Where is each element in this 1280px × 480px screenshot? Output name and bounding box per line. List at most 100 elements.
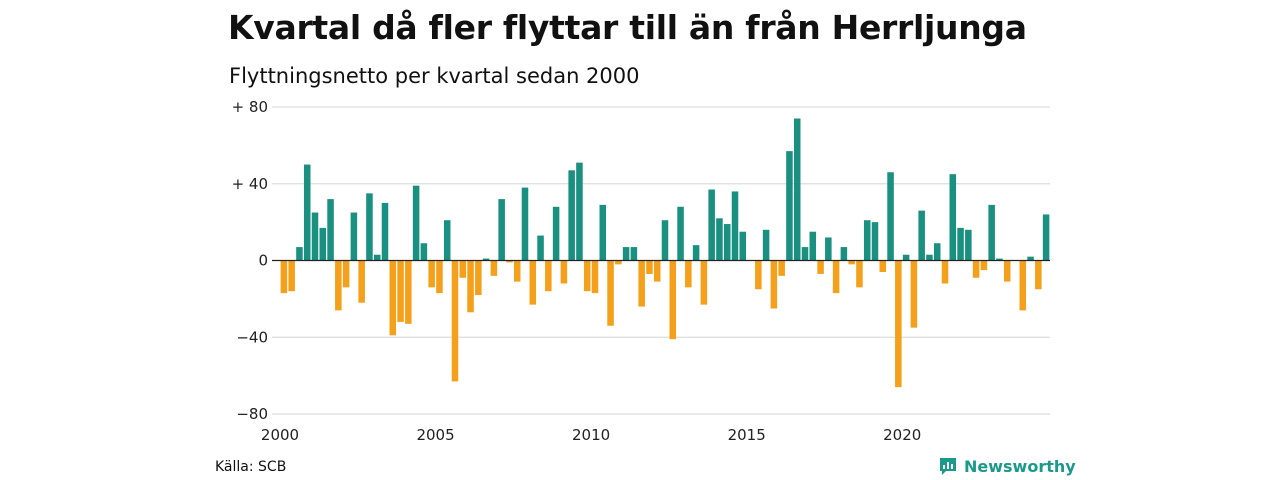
bar [778,260,785,276]
newsworthy-logo-icon [940,458,956,475]
bar [342,260,350,288]
bar [451,260,459,382]
bar [716,218,723,261]
bar [350,212,358,261]
bar [739,231,747,261]
y-tick-label: −40 [236,328,268,346]
chart-title: Kvartal då fler flyttar till än från Her… [228,8,1027,47]
bar [723,224,731,261]
bar [545,260,552,292]
bar [513,260,521,282]
bar [809,231,817,261]
bar [895,260,902,388]
x-tick-label: 2020 [883,426,921,444]
bar [1042,214,1050,261]
y-tick-label: + 80 [232,98,268,116]
bar [358,260,365,303]
source-label: Källa: SCB [215,459,287,475]
bar [459,260,467,278]
bar [327,199,334,261]
bar [622,247,630,261]
y-tick-label: 0 [258,252,268,270]
bar [311,212,319,261]
bar [397,260,404,322]
bar [1003,260,1011,282]
x-tick-labels: 2000 2005 2010 2015 2020 [261,426,921,444]
bar [335,260,342,311]
bar [902,254,910,261]
bar [848,260,855,265]
bar [669,260,677,340]
grid-lines [272,106,1050,415]
bar [825,237,832,261]
bar [529,260,537,305]
bar [381,202,389,261]
bar [863,220,871,261]
bar [591,260,599,294]
bar [506,260,513,263]
bar [677,206,684,261]
bar [988,204,995,261]
bar [661,220,669,261]
bar [568,170,575,261]
bar [389,260,397,336]
bar [801,247,809,261]
bar [630,247,638,261]
bar [941,260,949,284]
bar [910,260,918,328]
chart-subtitle: Flyttningsnetto per kvartal sedan 2000 [229,64,640,88]
bar [490,260,498,276]
bar [840,247,848,261]
bar [319,227,327,261]
y-tick-labels: + 80 + 40 0 −40 −80 [232,98,268,423]
bar [1027,256,1034,261]
bar [972,260,980,278]
bar [366,193,373,261]
bar [933,243,941,261]
bar [708,189,715,261]
bar [552,206,560,261]
x-tick-label: 2015 [728,426,766,444]
bar [607,260,614,326]
bar [965,229,972,261]
bar [762,229,770,261]
bar [1019,260,1027,311]
bar [482,258,490,261]
bar [280,260,288,294]
bar [296,247,303,261]
bar [871,222,879,261]
bar [856,260,863,288]
bar [700,260,708,305]
bar [786,151,793,261]
bar [560,260,568,284]
bar [1035,260,1042,290]
bar [793,118,801,261]
bar [996,258,1003,261]
brand-logo-group: Newsworthy [938,456,1076,476]
bar [770,260,778,309]
y-tick-label: −80 [236,405,268,423]
bar [521,187,529,261]
bar [980,260,988,271]
bar [755,260,762,290]
bar [957,227,964,261]
bar [731,191,739,261]
bar [887,172,894,261]
bar [498,199,505,261]
bar [288,260,295,292]
bar [428,260,435,288]
bar [412,185,420,261]
bar [475,260,482,296]
bar [817,260,824,274]
bar [576,162,583,261]
bar [653,260,661,282]
bar [583,260,591,292]
bar [443,220,451,261]
bar [303,164,311,261]
bar [373,254,381,261]
bar [918,210,925,261]
bar [467,260,474,313]
bar [832,260,840,294]
bar [420,243,428,261]
bar [685,260,692,288]
